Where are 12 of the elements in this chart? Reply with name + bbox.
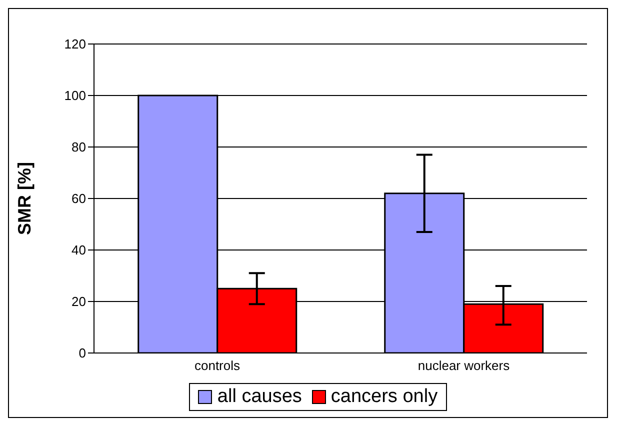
y-tick-label: 60 <box>72 191 86 206</box>
x-tick-label: nuclear workers <box>418 358 510 374</box>
y-tick-label: 0 <box>78 346 86 361</box>
legend-label: cancers only <box>330 386 438 408</box>
legend-label: all causes <box>216 386 302 408</box>
y-tick-label: 20 <box>72 294 86 310</box>
y-tick-label: 120 <box>64 36 86 52</box>
y-tick-label: 40 <box>72 242 86 258</box>
y-axis-title: SMR [%] <box>14 162 34 235</box>
y-tick-label: 100 <box>64 88 86 104</box>
y-tick-label: 80 <box>72 140 86 155</box>
x-tick-label: controls <box>194 358 241 374</box>
